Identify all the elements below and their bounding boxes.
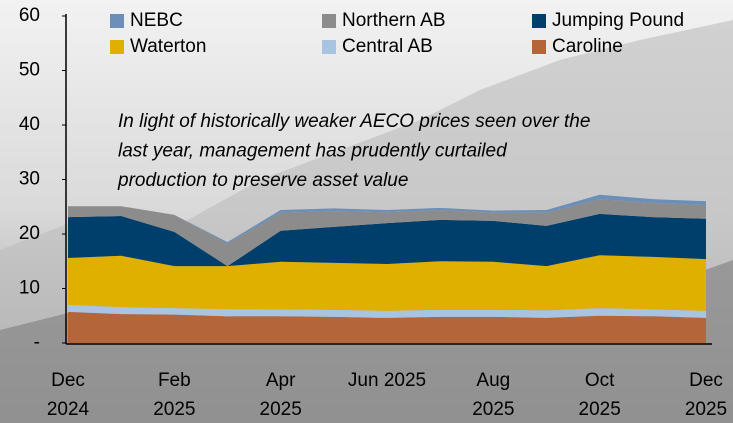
y-tick-label: 10 [19,278,40,299]
y-tick-label: 20 [19,223,40,244]
x-tick-label: Feb 2025 [129,366,219,423]
x-tick-label: Aug 2025 [448,366,538,423]
legend-swatch [110,14,124,28]
x-tick-label: Dec 2025 [661,366,733,423]
legend-swatch [532,40,546,54]
y-tick-label: - [34,332,40,353]
legend-swatch [532,14,546,28]
legend-label: Jumping Pound [552,10,684,31]
legend-swatch [110,40,124,54]
legend-label: Central AB [342,36,433,57]
legend-label: Caroline [552,36,623,57]
x-tick-label: Jun 2025 [342,366,432,395]
legend-label: Northern AB [342,10,446,31]
legend-swatch [322,40,336,54]
x-tick-label: Apr 2025 [236,366,326,423]
y-tick-label: 50 [19,60,40,81]
annotation: last year, management has prudently curt… [118,141,508,162]
annotation: production to preserve asset value [117,170,408,191]
y-tick-label: 60 [19,5,40,26]
legend-label: Waterton [130,36,206,57]
chart-page: - 10 20 30 40 50 60 NEBC Northern AB Jumping Poun… [0,0,733,423]
legend-swatch [322,14,336,28]
legend-label: NEBC [130,10,183,31]
chart: - 10 20 30 40 50 60 NEBC Northern AB Jumping Poun… [0,0,733,423]
x-tick-label: Dec 2024 [23,366,113,423]
x-tick-label: Oct 2025 [555,366,645,423]
annotation: In light of historically weaker AECO pri… [118,111,590,132]
y-tick-label: 40 [19,114,40,135]
y-tick-label: 30 [19,169,40,190]
